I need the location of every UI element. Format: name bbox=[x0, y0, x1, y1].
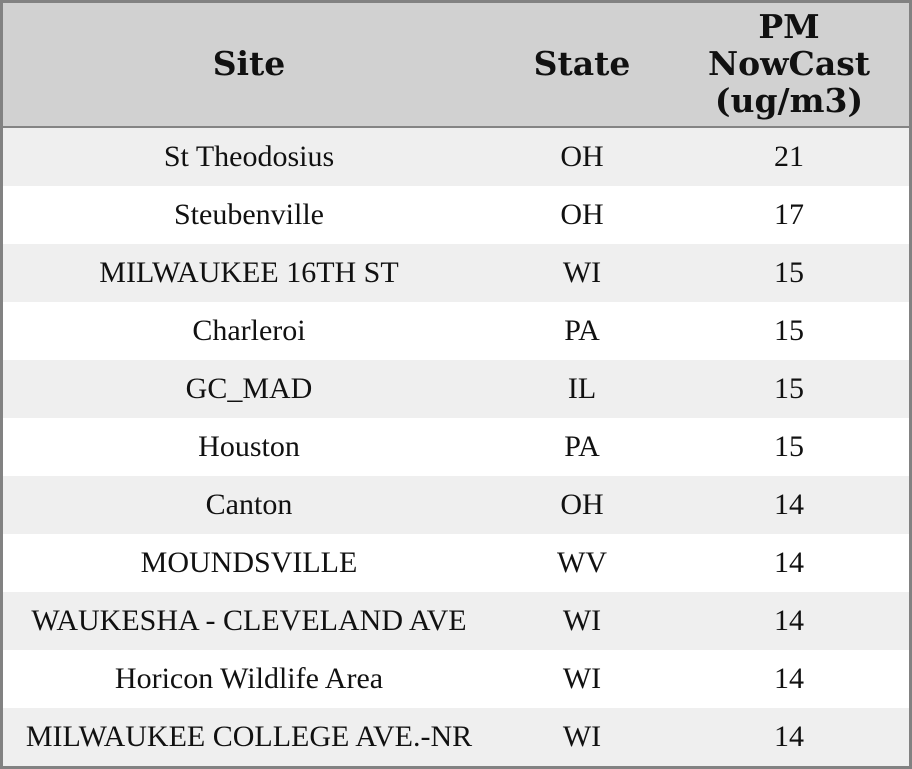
site-cell: Charleroi bbox=[192, 314, 306, 347]
state-cell: WI bbox=[562, 662, 602, 695]
state-cell: OH bbox=[560, 198, 604, 231]
header-row: Site State PM NowCast (ug/m3) bbox=[3, 3, 909, 128]
table-row: GC_MAD IL 15 bbox=[3, 360, 909, 418]
state-cell: OH bbox=[560, 140, 604, 173]
pm-cell: 15 bbox=[774, 372, 804, 405]
pm-cell: 14 bbox=[774, 720, 804, 753]
pm-cell: 14 bbox=[774, 488, 804, 521]
pm-cell: 15 bbox=[774, 314, 804, 347]
pm-cell: 14 bbox=[774, 604, 804, 637]
state-cell: WV bbox=[557, 546, 607, 579]
site-cell: GC_MAD bbox=[185, 372, 313, 405]
site-cell: MILWAUKEE COLLEGE AVE.-NR bbox=[25, 720, 473, 753]
table-row: Horicon Wildlife Area WI 14 bbox=[3, 650, 909, 708]
site-cell: WAUKESHA - CLEVELAND AVE bbox=[31, 604, 467, 637]
table-row: St Theodosius OH 21 bbox=[3, 127, 909, 186]
site-cell: Houston bbox=[198, 430, 300, 463]
table-row: Canton OH 14 bbox=[3, 476, 909, 534]
pm-cell: 15 bbox=[774, 256, 804, 289]
state-cell: WI bbox=[562, 256, 602, 289]
state-cell: WI bbox=[562, 720, 602, 753]
pm-cell: 14 bbox=[774, 546, 804, 579]
table-row: Steubenville OH 17 bbox=[3, 186, 909, 244]
state-cell: OH bbox=[560, 488, 604, 521]
site-cell: Canton bbox=[205, 488, 293, 521]
table-row: Houston PA 15 bbox=[3, 418, 909, 476]
table-row: Charleroi PA 15 bbox=[3, 302, 909, 360]
pm-nowcast-table: Site State PM NowCast (ug/m3) St Theodos… bbox=[3, 3, 909, 766]
table-row: MILWAUKEE 16TH ST WI 15 bbox=[3, 244, 909, 302]
table-row: MOUNDSVILLE WV 14 bbox=[3, 534, 909, 592]
table-row: WAUKESHA - CLEVELAND AVE WI 14 bbox=[3, 592, 909, 650]
pm-cell: 21 bbox=[774, 140, 804, 173]
state-cell: IL bbox=[567, 372, 597, 405]
state-cell: PA bbox=[564, 314, 600, 347]
state-cell: PA bbox=[564, 430, 600, 463]
state-cell: WI bbox=[562, 604, 602, 637]
site-cell: St Theodosius bbox=[163, 140, 335, 173]
site-cell: Horicon Wildlife Area bbox=[114, 662, 384, 695]
header-pm-nowcast: PM NowCast (ug/m3) bbox=[669, 3, 909, 128]
site-cell: MOUNDSVILLE bbox=[140, 546, 358, 579]
site-cell: Steubenville bbox=[174, 198, 324, 231]
header-site: Site bbox=[3, 3, 495, 128]
header-state: State bbox=[495, 3, 669, 128]
pm-cell: 14 bbox=[774, 662, 804, 695]
site-cell: MILWAUKEE 16TH ST bbox=[99, 256, 399, 289]
pm-cell: 17 bbox=[774, 198, 804, 231]
pm-cell: 15 bbox=[774, 430, 804, 463]
table-row: MILWAUKEE COLLEGE AVE.-NR WI 14 bbox=[3, 708, 909, 766]
